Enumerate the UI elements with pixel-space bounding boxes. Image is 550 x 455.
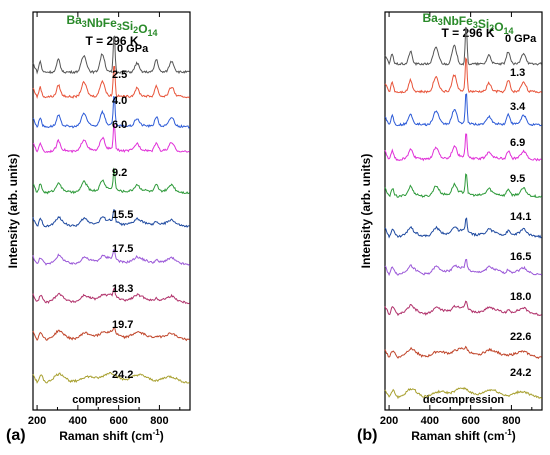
series-line-18.3: [32, 287, 190, 305]
series-line-2.5: [32, 65, 190, 100]
series-label: 6.0: [112, 119, 127, 131]
series-label: 3.4: [510, 101, 526, 113]
series-line-9.2: [32, 167, 190, 195]
series-line-14.1: [384, 217, 542, 239]
series-label: 2.5: [112, 69, 127, 81]
series-line-3.4: [384, 93, 542, 127]
x-tick-label: 400: [69, 415, 87, 427]
series-label: 0 GPa: [505, 33, 537, 45]
panel-label: (b): [357, 427, 377, 444]
series-line-17.5: [32, 248, 190, 266]
temperature-label: T = 296 K: [85, 34, 138, 48]
plot-frame: [384, 11, 543, 411]
series-label: 22.6: [510, 331, 531, 343]
series-label: 24.2: [112, 369, 133, 381]
x-tick-label: 800: [502, 415, 520, 427]
series-line-4.0: [32, 95, 190, 129]
series-line-0-GPa: [32, 35, 190, 75]
series-label: 4.0: [112, 95, 127, 107]
series-line-1.3: [384, 57, 542, 94]
series-line-0-GPa: [384, 26, 543, 67]
series-label: 6.9: [510, 137, 525, 149]
series-label: 19.7: [112, 319, 133, 331]
series-label: 15.5: [112, 209, 133, 221]
y-axis-label: Intensity (arb. units): [359, 154, 373, 269]
series-label: 17.5: [112, 243, 133, 255]
x-axis-label: Raman shift (cm-1): [59, 428, 163, 443]
x-tick-label: 600: [461, 415, 479, 427]
series-label: 14.1: [510, 211, 531, 223]
series-line-15.5: [32, 209, 190, 228]
series-label: 24.2: [510, 367, 531, 379]
temperature-label: T = 296 K: [441, 26, 494, 40]
series-label: 16.5: [510, 251, 531, 263]
series-label: 9.2: [112, 167, 127, 179]
x-tick-label: 600: [109, 415, 127, 427]
series-line-24.2: [32, 372, 190, 384]
panel-label: (a): [6, 427, 26, 444]
series-label: 1.3: [510, 67, 525, 79]
series-line-19.7: [32, 326, 190, 342]
series-label: 9.5: [510, 173, 525, 185]
series-line-6.0: [32, 123, 190, 154]
series-label: 18.0: [510, 291, 531, 303]
process-label: compression: [72, 394, 141, 406]
chart-title: Ba3NbFe3Si2O14: [66, 13, 157, 38]
y-axis-label: Intensity (arb. units): [6, 154, 20, 269]
series-line-16.5: [384, 258, 542, 277]
series-line-6.9: [384, 133, 542, 162]
series-line-22.6: [384, 345, 542, 360]
process-label: decompression: [423, 394, 505, 406]
x-tick-label: 400: [421, 415, 439, 427]
x-tick-label: 200: [380, 415, 398, 427]
series-line-9.5: [384, 173, 542, 199]
series-label: 18.3: [112, 283, 133, 295]
x-axis-label: Raman shift (cm-1): [411, 428, 515, 443]
plot-frame: [32, 11, 191, 411]
x-tick-label: 800: [150, 415, 168, 427]
series-line-24.2: [384, 386, 543, 400]
x-tick-label: 200: [28, 415, 46, 427]
series-line-18.0: [384, 300, 542, 317]
chart-title: Ba3NbFe3Si2O14: [422, 11, 513, 36]
series-label: 0 GPa: [117, 43, 149, 55]
